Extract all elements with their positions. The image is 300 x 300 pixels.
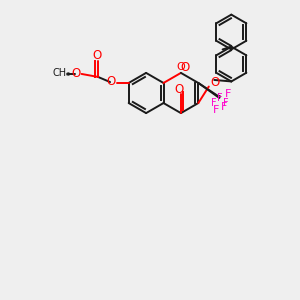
Text: O: O [175,82,184,96]
Text: O: O [210,76,219,89]
Text: F: F [212,98,217,108]
Text: O: O [181,61,190,74]
Text: F: F [217,93,222,103]
Text: O: O [176,62,185,72]
Text: O: O [71,67,80,80]
Text: CH₃: CH₃ [53,68,71,78]
Text: F: F [224,89,231,99]
Text: F: F [213,105,220,115]
Text: O: O [107,75,116,88]
Text: F: F [220,102,227,112]
Text: O: O [93,50,102,62]
Text: F: F [223,98,228,108]
